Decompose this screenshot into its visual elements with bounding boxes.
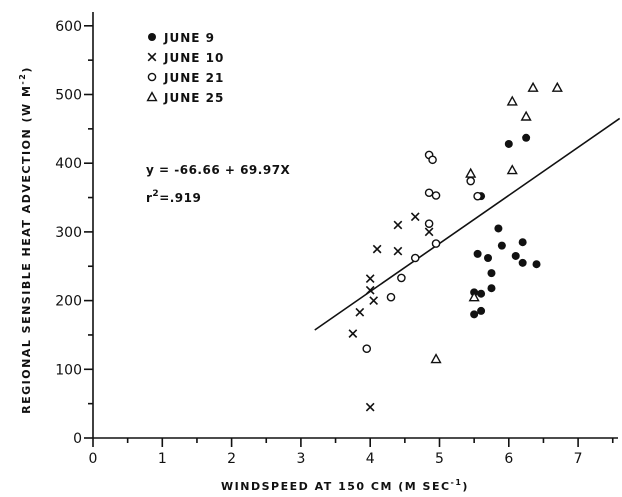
data-point-june-25	[468, 291, 480, 302]
data-point-june-9	[487, 269, 496, 278]
data-point-june-25	[465, 167, 477, 178]
r-squared-text: r2=.919	[146, 189, 201, 205]
regression-line	[314, 117, 621, 331]
y-tick-label: 200	[55, 294, 82, 310]
legend-marker-june-21	[147, 72, 157, 82]
x-tick-label: 5	[435, 451, 444, 467]
data-point-june-21	[466, 176, 475, 186]
legend-label-june-9: JUNE 9	[163, 31, 215, 45]
data-point-june-10	[365, 274, 375, 283]
y-tick-label: 600	[55, 19, 82, 35]
data-point-june-21	[410, 253, 420, 263]
data-point-june-9	[518, 238, 527, 247]
data-point-june-9	[511, 251, 520, 260]
legend-marker-june-25	[146, 91, 158, 102]
x-axis-title: WINDSPEED AT 150 CM (M SEC-1)	[221, 478, 469, 493]
data-point-june-10	[365, 285, 375, 295]
data-point-june-9	[518, 258, 527, 267]
data-point-june-25	[520, 110, 532, 121]
data-point-june-25	[527, 81, 539, 92]
axes: 0 1 2 3 4 5 6 7 0 100 200 300 400 500 600	[55, 12, 618, 467]
equation-text: y = -66.66 + 69.97X	[146, 163, 291, 177]
data-point-june-9	[484, 254, 493, 263]
data-point-june-9	[532, 260, 541, 269]
data-point-june-10	[410, 212, 420, 222]
data-point-june-10	[369, 296, 379, 305]
data-point-june-9	[487, 284, 496, 293]
y-axis-title: REGIONAL SENSIBLE HEAT ADVECTION (W M-2)	[18, 66, 33, 414]
legend: JUNE 9 JUNE 10 JUNE 21 JUNE 25	[146, 31, 224, 105]
regression-equation: y = -66.66 + 69.97X r2=.919	[146, 163, 291, 205]
data-point-june-21	[424, 219, 434, 228]
legend-label-june-21: JUNE 21	[163, 71, 224, 85]
y-tick-label: 300	[55, 225, 82, 241]
data-point-june-25	[551, 81, 563, 92]
data-point-june-21	[397, 273, 406, 283]
data-points	[348, 81, 563, 412]
x-tick-label: 3	[296, 451, 305, 467]
legend-label-june-10: JUNE 10	[163, 51, 224, 65]
data-point-june-10	[365, 402, 375, 412]
data-point-june-9	[477, 289, 486, 298]
legend-marker-june-10	[147, 52, 157, 62]
data-point-june-10	[393, 246, 403, 256]
data-point-june-10	[393, 220, 403, 230]
x-tick-label: 7	[574, 451, 583, 467]
data-point-june-21	[473, 191, 482, 201]
data-point-june-21	[424, 188, 434, 198]
x-tick-label: 6	[504, 451, 513, 467]
data-point-june-10	[355, 307, 365, 317]
data-point-june-9	[497, 241, 506, 250]
x-tick-label: 1	[158, 451, 167, 467]
y-tick-label: 100	[55, 362, 82, 378]
data-point-june-9	[473, 249, 482, 258]
data-point-june-9	[504, 139, 513, 148]
x-tick-label: 4	[366, 451, 375, 467]
legend-marker-june-9	[148, 33, 156, 41]
data-point-june-25	[430, 353, 442, 364]
data-point-june-10	[348, 329, 358, 338]
data-point-june-21	[362, 344, 372, 353]
legend-label-june-25: JUNE 25	[163, 91, 224, 105]
data-point-june-21	[386, 292, 396, 302]
data-point-june-9	[470, 310, 479, 319]
data-point-june-9	[477, 306, 486, 315]
data-point-june-9	[494, 224, 503, 233]
regression-line-group	[314, 117, 621, 331]
data-point-june-9	[522, 133, 531, 142]
data-point-june-21	[428, 155, 437, 165]
y-tick-label: 0	[73, 431, 82, 447]
data-point-june-21	[431, 191, 441, 200]
data-point-june-10	[424, 227, 434, 237]
data-point-june-21	[431, 239, 441, 248]
x-tick-label: 0	[89, 451, 98, 467]
y-tick-label: 500	[55, 88, 82, 104]
data-point-june-10	[372, 244, 382, 254]
x-tick-label: 2	[227, 451, 236, 467]
data-point-june-25	[506, 95, 518, 106]
y-tick-label: 400	[55, 156, 82, 172]
data-point-june-25	[506, 164, 518, 175]
